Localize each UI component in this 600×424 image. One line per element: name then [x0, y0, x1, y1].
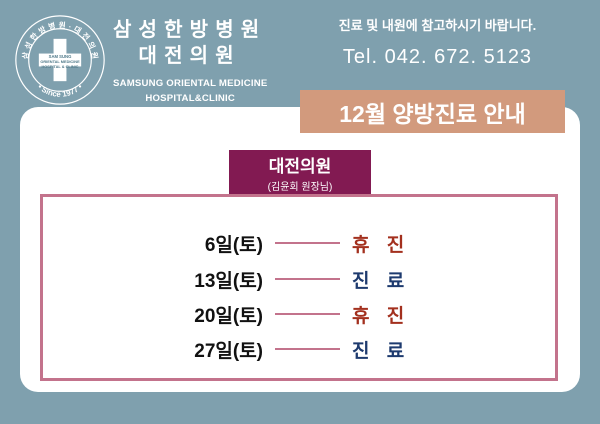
svg-text:SAM SUNG: SAM SUNG	[49, 54, 72, 59]
svg-text:HOSPITAL & CLINIC: HOSPITAL & CLINIC	[42, 65, 79, 69]
svg-text:ORIENTAL MEDICINE: ORIENTAL MEDICINE	[40, 60, 80, 64]
svg-text:• Since 1977 •: • Since 1977 •	[36, 82, 84, 99]
